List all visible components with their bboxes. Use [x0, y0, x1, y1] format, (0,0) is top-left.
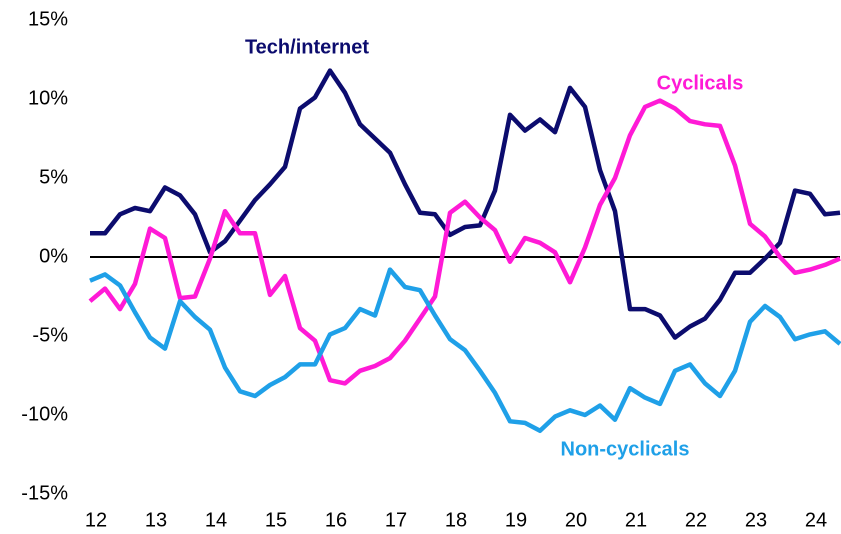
x-tick-label: 24	[805, 509, 827, 531]
x-tick-label: 19	[505, 509, 527, 531]
x-tick-label: 14	[205, 509, 227, 531]
y-tick-label: -15%	[21, 482, 68, 504]
series-label: Non-cyclicals	[561, 438, 690, 460]
x-tick-label: 23	[745, 509, 767, 531]
x-tick-label: 16	[325, 509, 347, 531]
x-tick-label: 17	[385, 509, 407, 531]
x-tick-label: 13	[145, 509, 167, 531]
y-tick-label: 5%	[39, 166, 68, 188]
x-tick-label: 18	[445, 509, 467, 531]
x-tick-label: 20	[565, 509, 587, 531]
y-tick-label: -5%	[32, 324, 68, 346]
x-tick-label: 22	[685, 509, 707, 531]
y-tick-label: -10%	[21, 403, 68, 425]
x-tick-label: 21	[625, 509, 647, 531]
x-tick-label: 15	[265, 509, 287, 531]
x-tick-label: 12	[85, 509, 107, 531]
y-tick-label: 10%	[28, 87, 68, 109]
y-tick-label: 15%	[28, 8, 68, 30]
y-tick-label: 0%	[39, 245, 68, 267]
series-line	[88, 98, 841, 386]
series-label: Tech/internet	[245, 36, 369, 58]
series-line	[89, 267, 841, 434]
series-label: Cyclicals	[657, 72, 744, 94]
